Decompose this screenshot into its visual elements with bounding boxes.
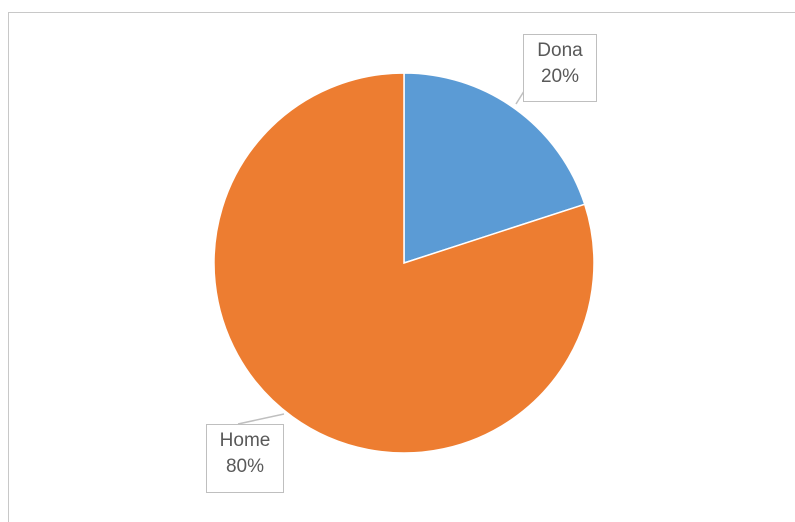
pie-chart <box>213 72 595 454</box>
pie-slice-dona <box>403 72 586 265</box>
data-label-home: Home 80% <box>206 424 284 493</box>
data-label-category: Home <box>219 430 271 451</box>
data-label-category: Dona <box>537 40 583 61</box>
pie-slices <box>213 72 595 454</box>
data-label-percent: 20% <box>540 66 580 87</box>
data-label-dona: Dona 20% <box>523 34 597 102</box>
data-label-percent: 80% <box>225 456 265 477</box>
chart-area <box>8 12 795 522</box>
leader-line-home <box>237 413 285 425</box>
pie-slice-home <box>213 72 595 454</box>
